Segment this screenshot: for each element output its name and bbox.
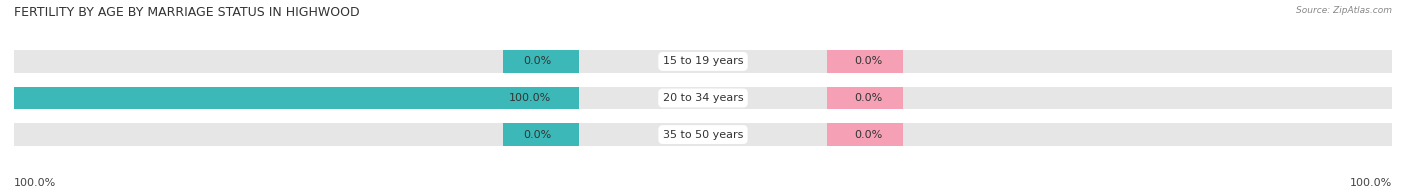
Text: 0.0%: 0.0% bbox=[855, 93, 883, 103]
Text: Source: ZipAtlas.com: Source: ZipAtlas.com bbox=[1296, 6, 1392, 15]
Text: 0.0%: 0.0% bbox=[855, 130, 883, 140]
Bar bbox=[503, 123, 579, 146]
Text: 100.0%: 100.0% bbox=[1350, 178, 1392, 188]
Text: 100.0%: 100.0% bbox=[509, 93, 551, 103]
Text: 35 to 50 years: 35 to 50 years bbox=[662, 130, 744, 140]
Text: 20 to 34 years: 20 to 34 years bbox=[662, 93, 744, 103]
Bar bbox=[827, 123, 903, 146]
Text: FERTILITY BY AGE BY MARRIAGE STATUS IN HIGHWOOD: FERTILITY BY AGE BY MARRIAGE STATUS IN H… bbox=[14, 6, 360, 19]
Text: 0.0%: 0.0% bbox=[523, 130, 551, 140]
Text: 15 to 19 years: 15 to 19 years bbox=[662, 56, 744, 66]
Bar bbox=[503, 50, 579, 73]
Text: 0.0%: 0.0% bbox=[523, 56, 551, 66]
Bar bbox=[14, 87, 1392, 109]
Text: 0.0%: 0.0% bbox=[855, 56, 883, 66]
Bar bbox=[14, 123, 1392, 146]
Bar bbox=[14, 50, 1392, 73]
Bar bbox=[14, 87, 579, 109]
Bar bbox=[827, 87, 903, 109]
Text: 100.0%: 100.0% bbox=[14, 178, 56, 188]
Bar bbox=[827, 50, 903, 73]
